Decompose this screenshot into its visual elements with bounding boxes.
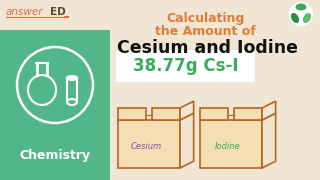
Text: Cesium and Iodine: Cesium and Iodine: [117, 39, 298, 57]
Polygon shape: [152, 108, 180, 120]
Ellipse shape: [303, 13, 311, 23]
Text: Iodine: Iodine: [215, 142, 241, 151]
Polygon shape: [200, 108, 228, 120]
Bar: [0, 0, 320, 30]
Text: 38.77g Cs-I: 38.77g Cs-I: [133, 57, 238, 75]
FancyBboxPatch shape: [116, 50, 255, 82]
Bar: [0, 0, 110, 180]
Ellipse shape: [295, 3, 307, 10]
Polygon shape: [262, 113, 276, 168]
Text: Chemistry: Chemistry: [20, 149, 91, 162]
Text: the Amount of: the Amount of: [155, 25, 256, 38]
Polygon shape: [262, 101, 276, 120]
Text: answer: answer: [6, 7, 44, 17]
Text: Calculating: Calculating: [166, 12, 244, 25]
Text: ED: ED: [50, 7, 66, 17]
Text: Cesium: Cesium: [130, 142, 162, 151]
Polygon shape: [180, 101, 194, 120]
Polygon shape: [180, 113, 194, 168]
Bar: [118, 120, 180, 168]
Ellipse shape: [291, 13, 299, 23]
Polygon shape: [118, 108, 146, 120]
Polygon shape: [234, 108, 262, 120]
Bar: [200, 120, 262, 168]
Circle shape: [289, 2, 313, 26]
